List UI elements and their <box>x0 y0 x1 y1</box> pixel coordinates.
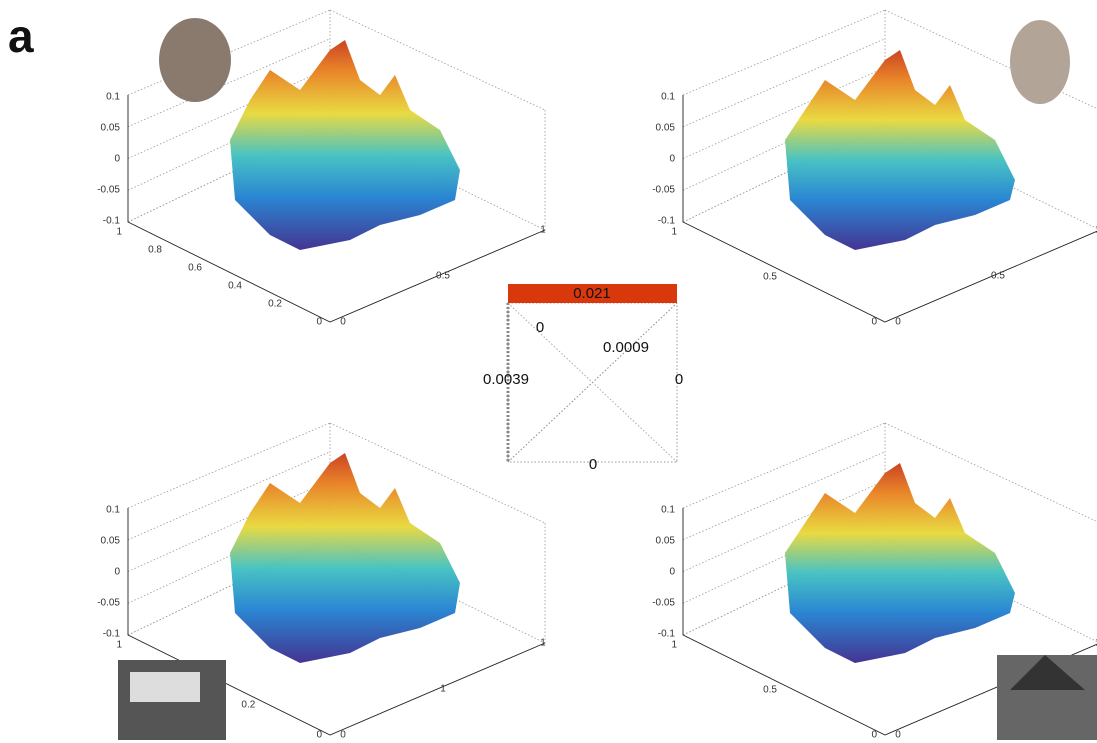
z-tick-label: 0 <box>114 154 120 165</box>
box-edge <box>884 422 1097 523</box>
z-tick-label: -0.05 <box>97 598 120 609</box>
right-tick-label: 1 <box>540 225 546 236</box>
z-tick-label: 0.1 <box>661 505 675 516</box>
box-edge <box>682 9 886 96</box>
z-tick-label: 0.05 <box>656 536 676 547</box>
z-tick-label: -0.1 <box>103 629 121 640</box>
left-tick-label: 0 <box>871 317 877 328</box>
thumbnails <box>118 18 1097 740</box>
box-edge <box>127 422 331 509</box>
z-tick-label: 0.05 <box>101 536 121 547</box>
right-tick-label: 1 <box>1095 638 1097 649</box>
right-tick-label: 0 <box>340 317 346 328</box>
left-tick-label: 1 <box>671 640 677 651</box>
right-tick-label: 0.5 <box>991 271 1005 282</box>
axis <box>127 95 546 323</box>
z-tick-label: 0.1 <box>106 505 120 516</box>
left-tick-label: 1 <box>116 640 122 651</box>
distance-label: 0 <box>675 371 683 388</box>
box-edge <box>682 422 886 509</box>
z-tick-label: 0 <box>114 567 120 578</box>
z-tick-label: 0.05 <box>656 123 676 134</box>
right-tick-label: 1 <box>540 638 546 649</box>
left-tick-label: 0.2 <box>268 299 282 310</box>
surface-plot: 0.10.050-0.05-0.110.5001 <box>652 422 1097 741</box>
left-tick-label: 0 <box>871 730 877 741</box>
z-tick-label: -0.1 <box>658 216 676 227</box>
axis <box>127 508 546 736</box>
surface <box>785 463 1015 663</box>
left-tick-label: 0.4 <box>228 281 242 292</box>
distance-label: 0 <box>589 456 597 473</box>
z-tick-label: -0.1 <box>103 216 121 227</box>
left-tick-label: 1 <box>671 227 677 238</box>
right-tick-label: 0 <box>340 730 346 741</box>
left-tick-label: 0.8 <box>148 245 162 256</box>
left-tick-label: 0.6 <box>188 263 202 274</box>
right-tick-label: 0 <box>895 317 901 328</box>
right-tick-label: 0.5 <box>436 271 450 282</box>
distance-label: 0.0009 <box>603 339 649 356</box>
distance-label: 0.021 <box>573 285 611 302</box>
surface <box>230 40 460 250</box>
z-tick-label: -0.05 <box>97 185 120 196</box>
left-tick-label: 0.2 <box>241 700 255 711</box>
z-tick-label: 0.1 <box>661 92 675 103</box>
z-tick-label: 0 <box>669 567 675 578</box>
top-edge <box>508 284 677 303</box>
box-edge <box>329 9 546 111</box>
left-tick-label: 0.5 <box>763 685 777 696</box>
face-image <box>159 18 231 102</box>
distance-label: 0.0039 <box>483 371 529 388</box>
panel-label: a <box>8 10 34 62</box>
diagonal <box>507 302 678 463</box>
surface-plot: 0.10.050-0.05-0.110.80.60.40.20 00.51 <box>97 9 546 328</box>
right-tick-label: 0 <box>895 730 901 741</box>
surface <box>230 453 460 663</box>
face-image <box>1010 20 1070 104</box>
axis <box>682 508 1097 736</box>
axis <box>682 95 1097 323</box>
z-tick-label: -0.05 <box>652 598 675 609</box>
left-tick-label: 0 <box>316 730 322 741</box>
surface <box>785 50 1015 250</box>
distance-diagram: 0.021 0 0.0009 0.0039 0 0 <box>483 284 683 473</box>
building-image <box>130 672 200 702</box>
z-tick-label: 0.05 <box>101 123 121 134</box>
left-tick-label: 1 <box>116 227 122 238</box>
box-edge <box>884 9 1097 110</box>
left-tick-label: 0.5 <box>763 272 777 283</box>
box-edge <box>329 422 546 524</box>
left-tick-label: 0 <box>316 317 322 328</box>
house-image <box>1010 655 1085 690</box>
z-tick-label: -0.05 <box>652 185 675 196</box>
right-tick-label: 1 <box>440 684 446 695</box>
right-tick-label: 1 <box>1095 225 1097 236</box>
distance-label: 0 <box>536 319 544 336</box>
z-tick-label: -0.1 <box>658 629 676 640</box>
z-tick-label: 0.1 <box>106 92 120 103</box>
z-tick-label: 0 <box>669 154 675 165</box>
